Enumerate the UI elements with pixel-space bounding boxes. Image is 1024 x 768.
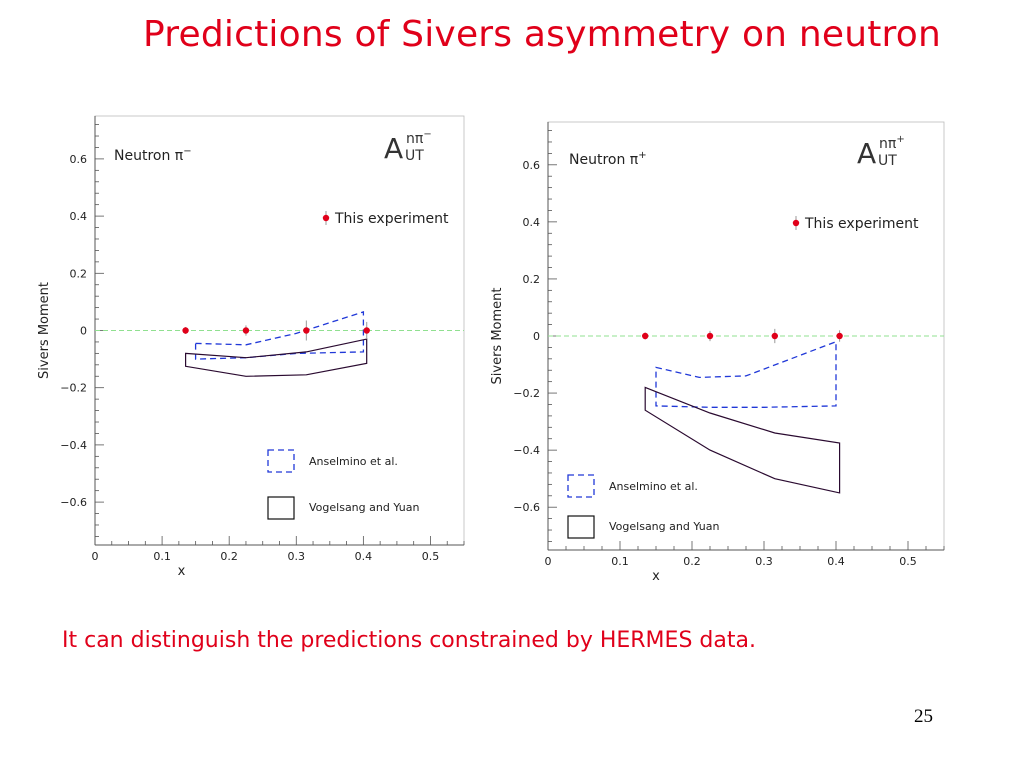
- y-tick-label: −0.2: [513, 387, 540, 400]
- panel-label: Neutron π−: [114, 146, 192, 164]
- x-axis-title: x: [178, 564, 186, 579]
- x-tick-label: 0.1: [153, 550, 171, 563]
- x-tick-label: 0.5: [422, 550, 440, 563]
- legend-swatch-anselmino: [267, 449, 295, 473]
- anselmino-band: [194, 311, 365, 360]
- data-point: [706, 332, 714, 340]
- y-tick-label: 0.4: [70, 210, 88, 223]
- data-point: [363, 327, 370, 334]
- vogelsang-band: [185, 338, 368, 377]
- x-tick-label: 0: [92, 550, 99, 563]
- asymmetry-charge: +: [896, 134, 904, 145]
- data-point: [836, 332, 843, 340]
- chart-svg-right: −0.6 −0.4 −0.2 0 0.2 0.4 0.6 0 0.1 0.2 0.3 0.4 0.5 x S…: [490, 121, 945, 584]
- x-tick-label: 0.3: [288, 550, 306, 563]
- x-tick-label: 0: [545, 555, 552, 568]
- asymmetry-superscript: nπ+: [879, 134, 905, 152]
- asymmetry-subscript: UT: [878, 153, 897, 169]
- legend-label-vogelsang: Vogelsang and Yuan: [309, 501, 419, 514]
- chart-svg-left: −0.6 −0.4 −0.2 0 0.2 0.4 0.6 0 0.1 0.2 0.3 0.4 0.5 x S…: [37, 115, 465, 579]
- y-tick-label: 0: [80, 325, 87, 338]
- chart-panel-neutron-pi-plus: −0.6 −0.4 −0.2 0 0.2 0.4 0.6 0 0.1 0.2 0.3 0.4 0.5 x S…: [480, 108, 1000, 590]
- data-point: [242, 327, 250, 334]
- x-tick-label: 0.1: [611, 555, 629, 568]
- y-tick-label: 0.6: [70, 153, 88, 166]
- y-tick-label: 0.6: [523, 159, 541, 172]
- y-tick-label: −0.4: [60, 439, 87, 452]
- panel-label-charge: −: [183, 146, 191, 157]
- y-tick-label: 0.2: [523, 273, 541, 286]
- asymmetry-charge: −: [423, 129, 431, 140]
- legend-point-marker: [792, 219, 800, 227]
- data-point: [182, 327, 189, 334]
- y-axis-title: Sivers Moment: [490, 288, 505, 385]
- y-tick-label: −0.4: [513, 444, 540, 457]
- legend-swatch-vogelsang: [267, 496, 295, 520]
- y-tick-label: 0.2: [70, 267, 88, 280]
- y-tick-label: 0.4: [523, 216, 541, 229]
- x-tick-label: 0.4: [827, 555, 845, 568]
- x-tick-label: 0.2: [220, 550, 238, 563]
- legend-label-experiment: This experiment: [334, 211, 449, 227]
- legend-point-marker: [322, 214, 330, 222]
- legend-label-anselmino: Anselmino et al.: [309, 455, 398, 468]
- chart-panel-neutron-pi-minus: −0.6 −0.4 −0.2 0 0.2 0.4 0.6 0 0.1 0.2 0.3 0.4 0.5 x S…: [0, 108, 480, 590]
- vogelsang-band: [644, 386, 841, 494]
- panel-label-charge: +: [638, 150, 646, 161]
- slide-title: Predictions of Sivers asymmetry on neutr…: [143, 14, 941, 55]
- legend-swatch-vogelsang: [567, 515, 595, 539]
- legend-label-experiment: This experiment: [804, 216, 919, 232]
- data-point: [642, 332, 649, 340]
- x-tick-label: 0.5: [899, 555, 917, 568]
- asymmetry-superscript: nπ−: [406, 129, 432, 147]
- slide-caption: It can distinguish the predictions const…: [62, 628, 756, 653]
- legend-swatch-anselmino: [567, 474, 595, 498]
- y-tick-label: 0: [533, 330, 540, 343]
- data-point: [303, 327, 310, 334]
- data-point: [771, 332, 778, 340]
- anselmino-band: [655, 340, 837, 408]
- asymmetry-symbol: A: [384, 132, 403, 165]
- x-tick-label: 0.2: [683, 555, 701, 568]
- y-axis-title: Sivers Moment: [37, 282, 52, 379]
- x-axis-title: x: [652, 569, 660, 584]
- page-number: 25: [914, 706, 933, 727]
- x-tick-label: 0.3: [755, 555, 773, 568]
- y-tick-label: −0.2: [60, 382, 87, 395]
- y-tick-label: −0.6: [60, 496, 87, 509]
- panel-label: Neutron π+: [569, 150, 647, 168]
- y-tick-label: −0.6: [513, 501, 540, 514]
- asymmetry-symbol: A: [857, 137, 876, 170]
- x-tick-label: 0.4: [355, 550, 373, 563]
- legend-label-anselmino: Anselmino et al.: [609, 480, 698, 493]
- legend-label-vogelsang: Vogelsang and Yuan: [609, 520, 719, 533]
- asymmetry-subscript: UT: [405, 148, 424, 164]
